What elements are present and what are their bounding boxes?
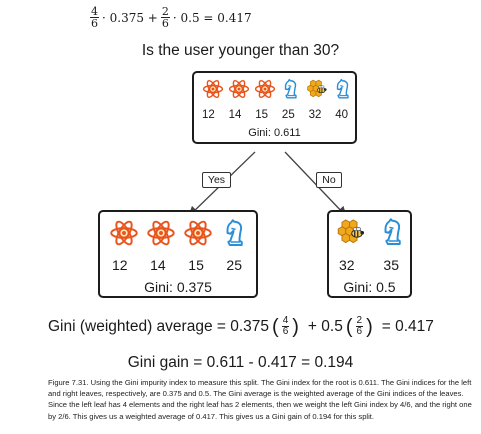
atom-icon	[183, 218, 213, 248]
age-value: 14	[150, 257, 166, 273]
root-icons	[202, 78, 354, 100]
gini-gain-equation: Gini gain = 0.611 - 0.417 = 0.194	[127, 354, 354, 371]
root-gini: Gini: 0.611	[248, 127, 301, 139]
edge-label-yes: Yes	[202, 172, 231, 188]
weighted-average-equation: Gini (weighted) average = 0.375 ( 4 6 ) …	[48, 316, 434, 337]
age-value: 25	[226, 257, 242, 273]
age-value: 32	[339, 257, 355, 273]
chess-knight-icon	[378, 217, 408, 247]
left-leaf-gini: Gini: 0.375	[144, 279, 212, 295]
split-question: Is the user younger than 30?	[141, 42, 340, 59]
root-node: 12 14 15 25 32 40 Gini: 0.611	[192, 71, 357, 144]
edge-label-no: No	[316, 172, 342, 188]
chess-knight-icon	[332, 78, 354, 100]
honeycomb-bee-icon	[336, 217, 366, 247]
honeycomb-bee-icon	[306, 78, 328, 100]
right-leaf-gini: Gini: 0.5	[343, 279, 396, 295]
right-leaf-ages: 32 35	[339, 257, 399, 273]
fraction-two-sixths: 2 6	[160, 5, 170, 30]
age-value: 32	[308, 109, 322, 121]
root-ages: 12 14 15 25 32 40	[202, 109, 348, 121]
atom-icon	[254, 78, 276, 100]
age-value: 25	[281, 109, 295, 121]
open-paren: (	[345, 315, 353, 338]
left-leaf-icons	[109, 218, 250, 248]
edge-no	[284, 151, 347, 217]
formula-term-1: · 0.375 +	[102, 10, 158, 25]
age-value: 15	[255, 109, 269, 121]
fraction-four-sixths: 4 6	[281, 315, 290, 337]
age-value: 40	[335, 109, 348, 121]
close-paren: )	[366, 315, 373, 338]
close-paren: )	[292, 315, 299, 338]
atom-icon	[109, 218, 139, 248]
formula-term-2: · 0.5 = 0.417	[172, 10, 252, 25]
figure-caption: Figure 7.31. Using the Gini impurity ind…	[48, 378, 472, 421]
age-value: 15	[188, 257, 204, 273]
open-paren: (	[272, 315, 279, 338]
weighted-mid: + 0.5	[307, 317, 343, 335]
right-leaf-icons	[336, 217, 408, 247]
atom-icon	[228, 78, 250, 100]
left-leaf-ages: 12 14 15 25	[112, 257, 242, 273]
weighted-gini-formula: 4 6 · 0.375 + 2 6 · 0.5 = 0.417	[90, 6, 252, 29]
age-value: 12	[112, 257, 128, 273]
weighted-result: = 0.417	[381, 317, 434, 335]
chess-knight-icon	[220, 218, 250, 248]
chess-knight-icon	[280, 78, 302, 100]
fraction-four-sixths: 4 6	[90, 5, 99, 30]
atom-icon	[202, 78, 224, 100]
weighted-prefix: Gini (weighted) average = 0.375	[48, 317, 270, 335]
left-leaf-node: 12 14 15 25 Gini: 0.375	[98, 210, 258, 298]
age-value: 35	[383, 257, 399, 273]
fraction-two-sixths: 2 6	[355, 315, 364, 337]
age-value: 12	[202, 109, 215, 121]
right-leaf-node: 32 35 Gini: 0.5	[327, 210, 412, 298]
age-value: 14	[228, 109, 242, 121]
atom-icon	[146, 218, 176, 248]
